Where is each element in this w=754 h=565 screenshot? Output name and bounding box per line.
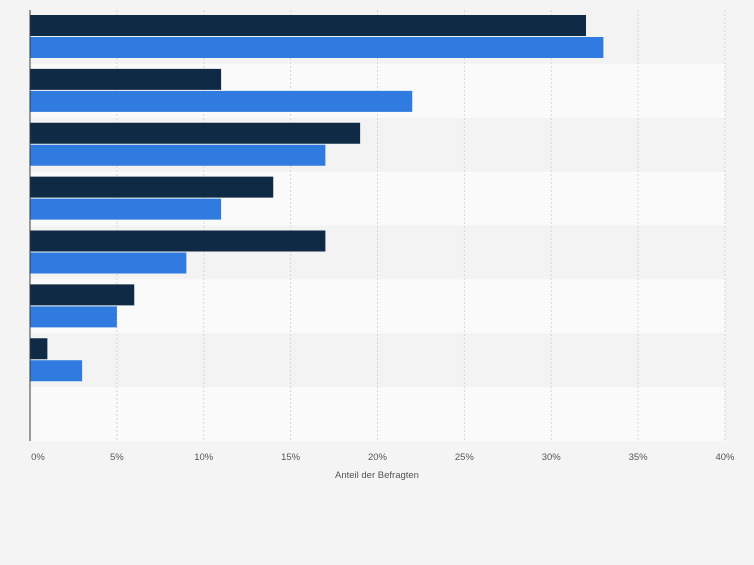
bar	[30, 230, 326, 252]
bar	[30, 90, 413, 112]
bar	[30, 176, 274, 198]
bars	[30, 15, 604, 382]
bar	[30, 122, 361, 144]
bar	[30, 68, 222, 90]
bar	[30, 144, 326, 166]
bar	[30, 306, 117, 328]
x-axis-label: Anteil der Befragten	[335, 470, 419, 481]
x-tick-label: 40%	[715, 452, 735, 463]
bar	[30, 360, 83, 382]
bar	[30, 252, 187, 274]
x-tick-label: 30%	[542, 452, 562, 463]
x-tick-label: 15%	[281, 452, 301, 463]
x-tick-label: 35%	[629, 452, 649, 463]
x-tick-label: 0%	[31, 452, 45, 463]
x-tick-label: 25%	[455, 452, 475, 463]
x-tick-label: 10%	[194, 452, 214, 463]
bar	[30, 15, 586, 36]
x-axis: 0% 5% 10% 15% 20% 25% 30% 35% 40%	[29, 10, 735, 463]
x-tick-label: 5%	[110, 452, 124, 463]
bar	[30, 198, 222, 220]
bar	[30, 338, 48, 360]
x-tick-label: 20%	[368, 452, 388, 463]
bar	[30, 37, 604, 58]
bar	[30, 284, 135, 306]
